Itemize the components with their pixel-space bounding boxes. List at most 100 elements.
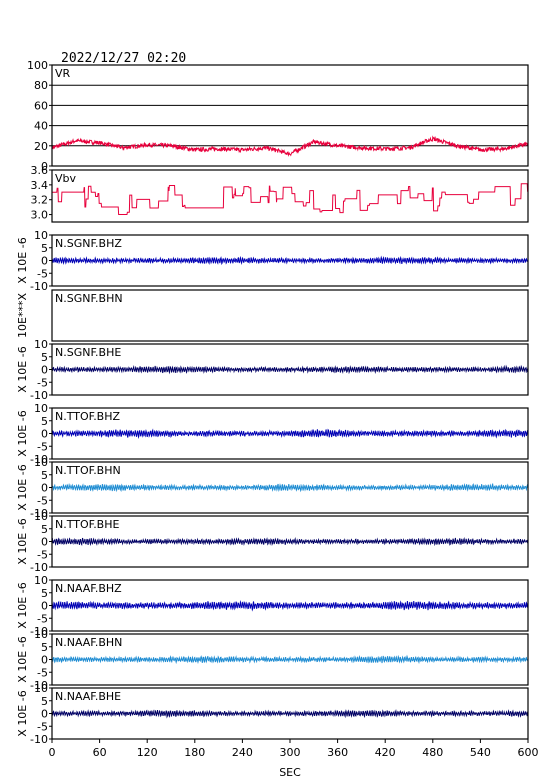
y-tick-label: -10	[30, 389, 48, 402]
y-axis-label: X 10E -6	[16, 410, 29, 456]
trace-n-naaf-bhe	[51, 709, 529, 719]
x-tick-label: 180	[184, 746, 205, 759]
panel-vbv: 3.6 3.4 3.2 3.0 Vbv	[31, 164, 529, 223]
panel-label: N.NAAF.BHN	[55, 636, 122, 649]
y-axis-label: X 10E -6	[16, 464, 29, 510]
y-tick-label: -5	[37, 666, 48, 679]
x-tick-label: 540	[470, 746, 491, 759]
x-axis: 0 60 120 180 240 300 360 420 480 540 600	[49, 739, 539, 759]
x-tick-label: 60	[93, 746, 107, 759]
figure-title: 2022/12/27 02:20	[61, 51, 186, 66]
y-tick-label: -5	[37, 548, 48, 561]
x-tick-label: 480	[422, 746, 443, 759]
x-tick-label: 120	[137, 746, 158, 759]
x-tick-label: 420	[375, 746, 396, 759]
y-tick-label: 5	[41, 523, 48, 536]
y-tick-label: 0	[41, 482, 48, 495]
y-tick-label: 40	[34, 120, 48, 133]
y-tick-label: -10	[30, 507, 48, 520]
trace-n-naaf-bhz	[51, 600, 529, 612]
panel-vr: 100 80 60 40 20 0 VR	[27, 59, 529, 173]
panel-label: N.NAAF.BHZ	[55, 582, 122, 595]
y-tick-label: 10	[34, 338, 48, 351]
panel-label: N.NAAF.BHE	[55, 690, 121, 703]
y-tick-label: 10	[34, 510, 48, 523]
y-tick-label: 5	[41, 641, 48, 654]
y-tick-label: 0	[41, 364, 48, 377]
y-tick-label: 0	[41, 708, 48, 721]
x-tick-label: 300	[280, 746, 301, 759]
y-tick-label: -5	[37, 267, 48, 280]
y-axis-label: X 10E -6	[16, 346, 29, 392]
y-tick-label: 10	[34, 456, 48, 469]
y-tick-label: 3.2	[31, 194, 49, 207]
trace-n-ttof-bhz	[51, 428, 529, 439]
y-tick-label: -5	[37, 612, 48, 625]
y-tick-label: 80	[34, 79, 48, 92]
trace-vr	[51, 135, 529, 157]
y-tick-label: 10	[34, 628, 48, 641]
y-tick-label: 60	[34, 99, 48, 112]
panel-label: N.SGNF.BHZ	[55, 237, 122, 250]
y-tick-label: 0	[41, 600, 48, 613]
panel-label: Vbv	[55, 172, 77, 185]
y-tick-label: 3.4	[31, 179, 49, 192]
y-axis-label: 10E***X	[16, 293, 29, 338]
trace-n-ttof-bhe	[51, 537, 529, 547]
y-tick-label: 5	[41, 587, 48, 600]
panel-label: N.SGNF.BHN	[55, 292, 123, 305]
y-tick-label: 5	[41, 469, 48, 482]
y-tick-label: -5	[37, 494, 48, 507]
x-tick-label: 360	[327, 746, 348, 759]
trace-n-naaf-bhn	[51, 654, 529, 665]
y-tick-label: 10	[34, 574, 48, 587]
y-tick-label: 5	[41, 415, 48, 428]
y-tick-label: 3.6	[31, 164, 49, 177]
y-tick-label: -10	[30, 625, 48, 638]
y-tick-label: -5	[37, 440, 48, 453]
x-tick-label: 600	[518, 746, 539, 759]
y-tick-label: 10	[34, 402, 48, 415]
y-tick-label: -10	[30, 453, 48, 466]
y-tick-label: -5	[37, 376, 48, 389]
x-tick-label: 0	[49, 746, 56, 759]
y-tick-label: -5	[37, 720, 48, 733]
y-tick-label: -10	[30, 679, 48, 692]
y-axis-label: X 10E -6	[16, 518, 29, 564]
panel-label: N.TTOF.BHZ	[55, 410, 121, 423]
panel-frame	[51, 169, 529, 223]
y-tick-label: 20	[34, 140, 48, 153]
trace-n-ttof-bhn	[51, 482, 529, 493]
y-tick-label: 0	[41, 654, 48, 667]
trace-vbv	[52, 183, 529, 216]
y-axis-label: X 10E -6	[16, 237, 29, 283]
panel-label: N.SGNF.BHE	[55, 346, 121, 359]
panel-label: N.TTOF.BHE	[55, 518, 120, 531]
panel-label: VR	[55, 67, 71, 80]
y-axis-label: X 10E -6	[16, 690, 29, 736]
y-tick-label: -10	[30, 280, 48, 293]
y-tick-label: 5	[41, 695, 48, 708]
y-tick-label: -10	[30, 733, 48, 746]
y-tick-label: 10	[34, 682, 48, 695]
panel-n-sgnf-bhn: N.SGNF.BHN 10E***X	[16, 289, 529, 342]
y-axis-label: X 10E -6	[16, 582, 29, 628]
y-tick-label: 5	[41, 242, 48, 255]
trace-n-sgnf-bhe	[51, 364, 529, 375]
panel-frame	[51, 64, 529, 167]
y-tick-label: 0	[41, 428, 48, 441]
y-axis-label: X 10E -6	[16, 636, 29, 682]
y-tick-label: 100	[27, 59, 48, 72]
trace-n-sgnf-bhz	[51, 255, 529, 266]
y-tick-label: 5	[41, 351, 48, 364]
y-tick-label: 3.0	[31, 209, 49, 222]
panel-stack: 100806040200VR3.63.43.23.0Vbv1050-5-10N.…	[16, 59, 529, 746]
